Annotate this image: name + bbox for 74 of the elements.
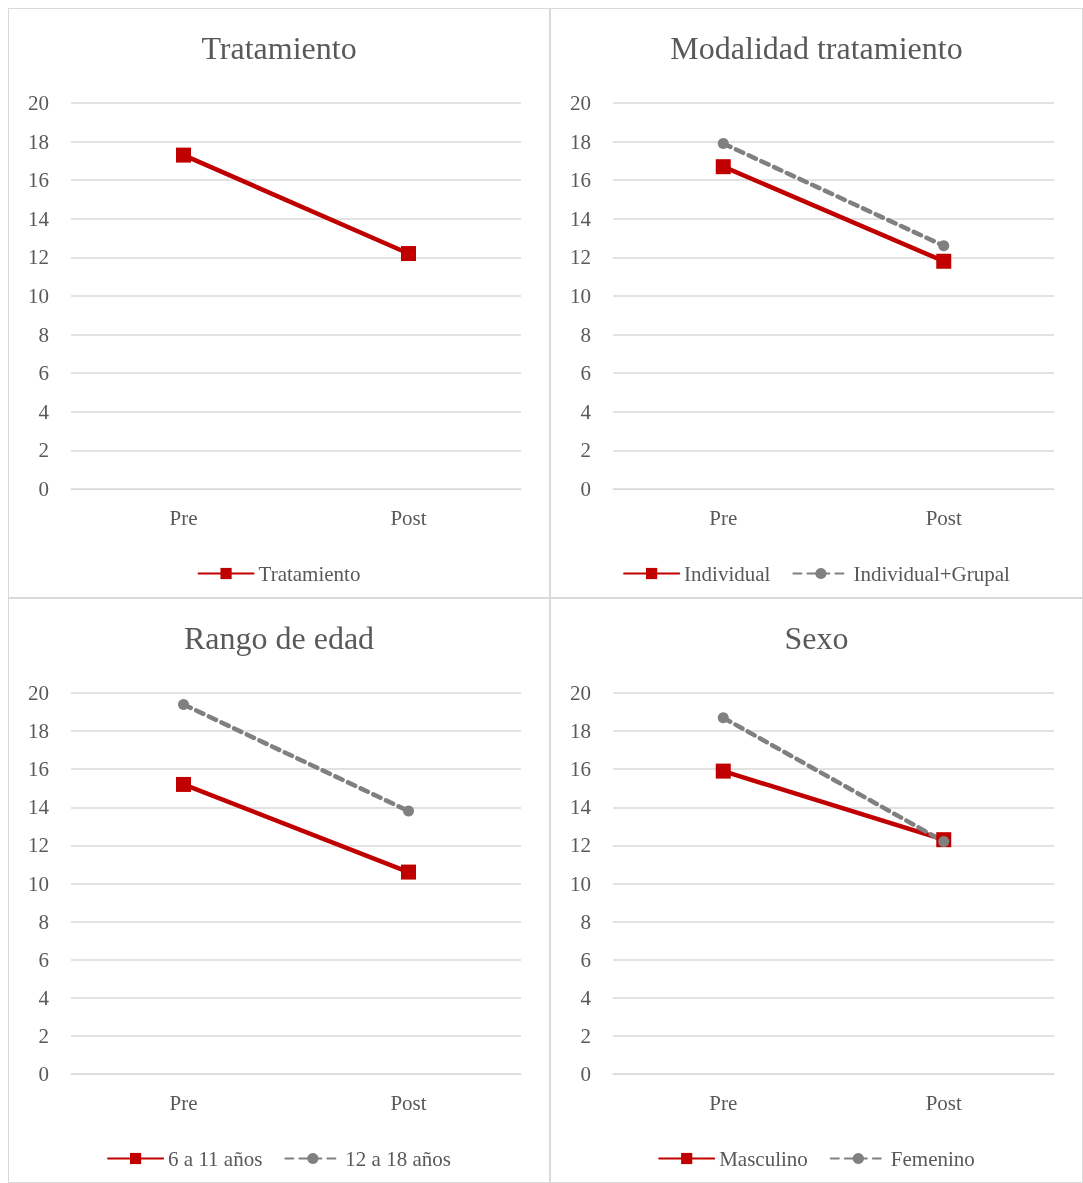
y-tick-label: 16 — [570, 757, 591, 782]
y-tick-label: 12 — [28, 833, 49, 858]
point — [938, 240, 950, 252]
y-tick-label: 6 — [580, 947, 591, 972]
chart-title: Tratamiento — [201, 30, 357, 66]
point — [717, 138, 729, 150]
y-tick-label: 8 — [38, 322, 49, 347]
y-tick-label: 0 — [38, 477, 49, 501]
x-tick-label: Pre — [169, 1090, 198, 1115]
y-tick-label: 16 — [28, 757, 49, 782]
y-tick-label: 20 — [28, 91, 49, 115]
y-tick-label: 14 — [28, 795, 50, 820]
y-tick-label: 10 — [28, 284, 49, 308]
y-tick-label: 4 — [38, 985, 50, 1010]
point — [403, 805, 414, 817]
y-tick-label: 2 — [580, 1023, 591, 1048]
point — [715, 763, 731, 779]
y-tick-label: 4 — [580, 985, 592, 1010]
point — [938, 836, 950, 848]
legend-label: 12 a 18 años — [345, 1146, 451, 1171]
point — [176, 776, 191, 792]
y-tick-label: 10 — [570, 871, 591, 896]
y-tick-label: 16 — [28, 168, 49, 193]
y-tick-label: 8 — [38, 909, 49, 934]
point — [717, 712, 729, 724]
chart-title: Modalidad tratamiento — [670, 30, 963, 66]
y-tick-label: 14 — [570, 206, 592, 231]
y-tick-label: 20 — [570, 91, 591, 115]
point — [401, 864, 416, 880]
x-tick-label: Pre — [709, 1090, 738, 1115]
chart-title: Sexo — [784, 620, 849, 656]
y-tick-label: 4 — [580, 399, 592, 424]
chart-title: Rango de edad — [183, 620, 375, 656]
y-tick-label: 18 — [28, 719, 49, 744]
y-tick-label: 20 — [28, 681, 49, 705]
legend-label: Individual+Grupal — [853, 561, 1011, 586]
x-tick-label: Post — [390, 1090, 427, 1115]
y-tick-label: 2 — [580, 438, 591, 463]
legend-label: Tratamiento — [258, 561, 361, 586]
x-tick-label: Post — [925, 1090, 963, 1115]
y-tick-label: 8 — [580, 322, 591, 347]
y-tick-label: 2 — [38, 1023, 49, 1048]
y-tick-label: 12 — [570, 245, 591, 270]
legend-label: 6 a 11 años — [168, 1146, 263, 1171]
point — [178, 698, 189, 710]
x-tick-label: Pre — [169, 505, 198, 530]
y-tick-label: 0 — [580, 477, 591, 501]
y-tick-label: 0 — [580, 1062, 591, 1086]
y-tick-label: 8 — [580, 909, 591, 934]
point — [936, 253, 952, 269]
y-tick-label: 12 — [28, 245, 49, 270]
y-tick-label: 14 — [28, 206, 50, 231]
x-tick-label: Pre — [709, 505, 738, 530]
x-tick-label: Post — [390, 505, 427, 530]
x-tick-label: Post — [925, 505, 963, 530]
y-tick-label: 2 — [38, 438, 49, 463]
y-tick-label: 10 — [28, 871, 49, 896]
legend-label: Individual — [684, 561, 771, 586]
y-tick-label: 6 — [38, 361, 49, 386]
y-tick-label: 18 — [570, 719, 591, 744]
y-tick-label: 18 — [570, 129, 591, 154]
y-tick-label: 6 — [38, 947, 49, 972]
y-tick-label: 4 — [38, 399, 50, 424]
y-tick-label: 6 — [580, 361, 591, 386]
legend-label: Masculino — [719, 1146, 808, 1171]
y-tick-label: 12 — [570, 833, 591, 858]
legend-label: Femenino — [890, 1146, 975, 1171]
y-tick-label: 20 — [570, 681, 591, 705]
y-tick-label: 14 — [570, 795, 592, 820]
y-tick-label: 0 — [38, 1062, 49, 1086]
y-tick-label: 18 — [28, 129, 49, 154]
y-tick-label: 16 — [570, 168, 591, 193]
point — [715, 159, 731, 175]
y-tick-label: 10 — [570, 284, 591, 308]
